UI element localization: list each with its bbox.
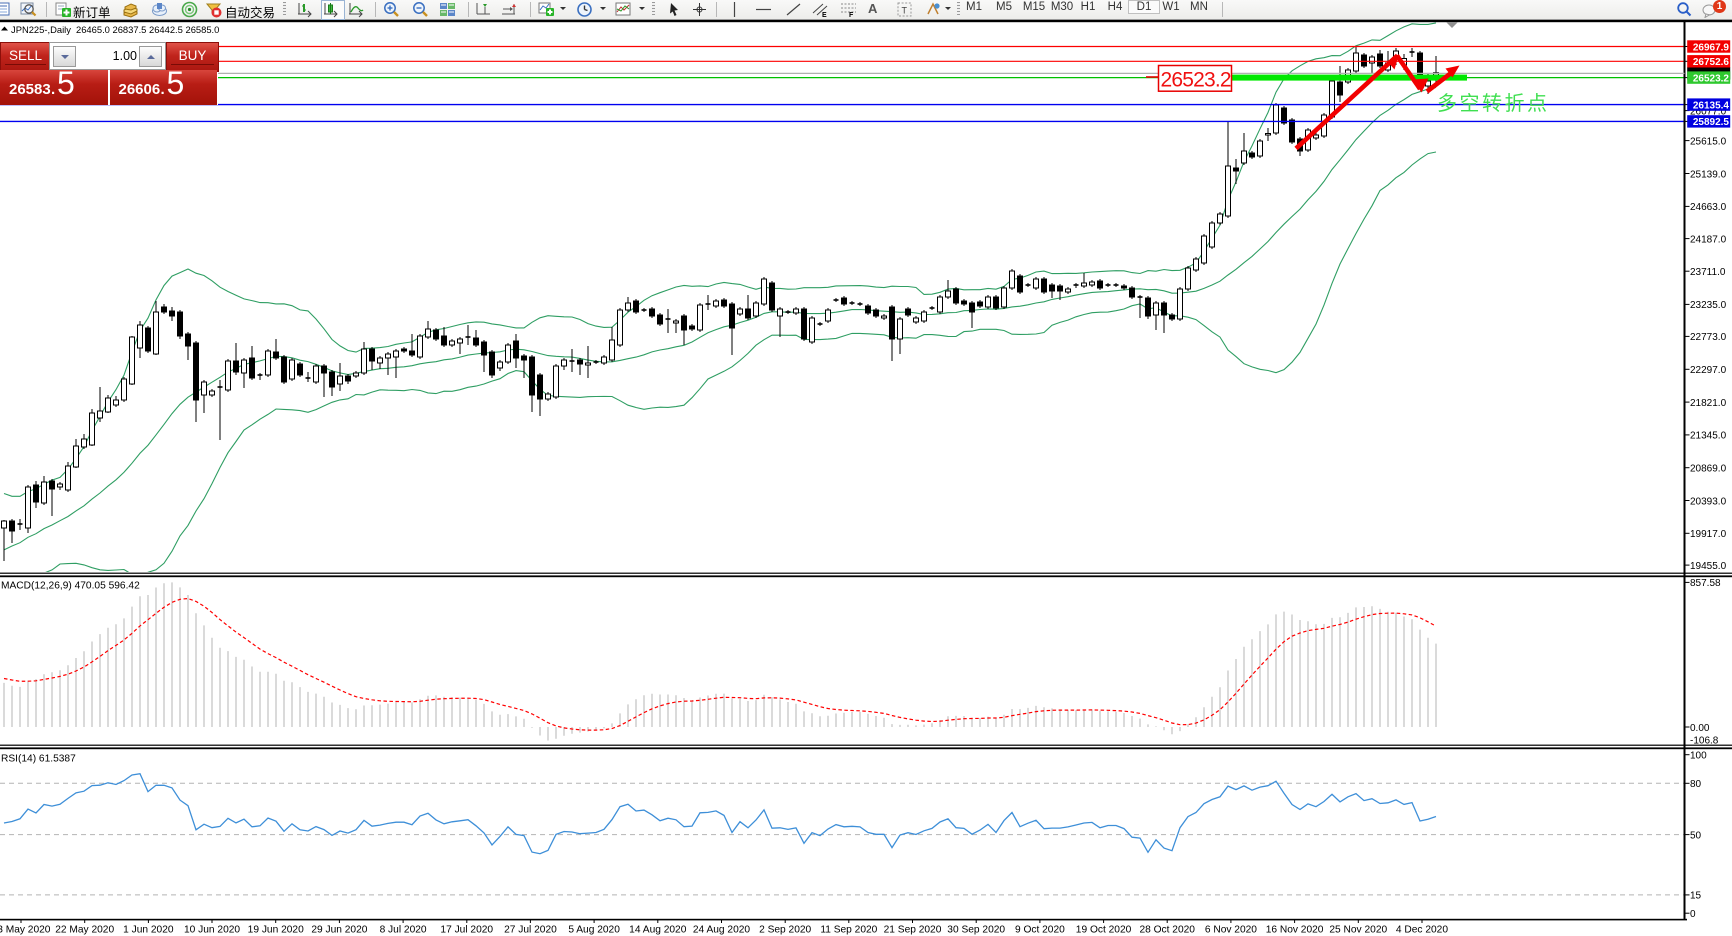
svg-text:26135.4: 26135.4 [1693,100,1730,111]
svg-text:16 Nov 2020: 16 Nov 2020 [1266,924,1324,935]
svg-text:多空转折点: 多空转折点 [1437,92,1550,115]
svg-text:25615.0: 25615.0 [1690,136,1727,147]
svg-text:25139.0: 25139.0 [1690,169,1727,180]
svg-text:26967.9: 26967.9 [1693,42,1730,53]
svg-text:-106.8: -106.8 [1690,735,1719,746]
svg-text:28 Oct 2020: 28 Oct 2020 [1139,924,1195,935]
svg-text:15: 15 [1690,891,1702,902]
svg-text:MACD(12,26,9) 470.05 596.42: MACD(12,26,9) 470.05 596.42 [1,581,140,592]
svg-text:25892.5: 25892.5 [1693,117,1730,128]
svg-text:19917.0: 19917.0 [1690,529,1727,540]
svg-text:22773.0: 22773.0 [1690,332,1727,343]
svg-text:857.58: 857.58 [1690,578,1721,589]
svg-text:14 Aug 2020: 14 Aug 2020 [629,924,687,935]
svg-text:19 Jun 2020: 19 Jun 2020 [248,924,304,935]
svg-text:30 Sep 2020: 30 Sep 2020 [947,924,1005,935]
svg-text:24187.0: 24187.0 [1690,234,1727,245]
svg-text:29 Jun 2020: 29 Jun 2020 [311,924,367,935]
svg-text:9 Oct 2020: 9 Oct 2020 [1015,924,1065,935]
svg-text:4 Dec 2020: 4 Dec 2020 [1396,924,1448,935]
svg-text:6 Nov 2020: 6 Nov 2020 [1205,924,1257,935]
svg-text:26523.2: 26523.2 [1161,68,1231,91]
svg-text:21345.0: 21345.0 [1690,431,1727,442]
svg-text:13 May 2020: 13 May 2020 [0,924,51,935]
svg-text:19455.0: 19455.0 [1690,561,1727,572]
svg-text:E: E [822,12,827,18]
svg-text:17 Jul 2020: 17 Jul 2020 [440,924,493,935]
svg-text:50: 50 [1690,830,1702,841]
svg-text:26523.2: 26523.2 [1693,73,1730,84]
svg-text:21 Sep 2020: 21 Sep 2020 [884,924,942,935]
svg-text:0: 0 [1690,909,1696,920]
svg-text:1 Jun 2020: 1 Jun 2020 [123,924,174,935]
svg-text:23711.0: 23711.0 [1690,267,1726,278]
svg-text:T: T [902,6,908,16]
svg-text:20393.0: 20393.0 [1690,496,1727,507]
svg-text:0.00: 0.00 [1690,723,1710,734]
svg-text:F: F [849,12,854,18]
svg-text:26077.0: 26077.0 [1690,106,1727,117]
svg-text:80: 80 [1690,779,1702,790]
svg-text:8 Jul 2020: 8 Jul 2020 [380,924,427,935]
svg-text:5 Aug 2020: 5 Aug 2020 [568,924,620,935]
svg-text:22 May 2020: 22 May 2020 [55,924,114,935]
svg-text:22297.0: 22297.0 [1690,365,1727,376]
svg-text:21821.0: 21821.0 [1690,398,1727,409]
svg-text:23235.0: 23235.0 [1690,300,1727,311]
svg-text:100: 100 [1690,751,1707,762]
svg-text:10 Jun 2020: 10 Jun 2020 [184,924,240,935]
svg-text:RSI(14) 61.5387: RSI(14) 61.5387 [1,754,76,765]
svg-text:25 Nov 2020: 25 Nov 2020 [1329,924,1387,935]
svg-text:11 Sep 2020: 11 Sep 2020 [820,924,877,935]
svg-text:27 Jul 2020: 27 Jul 2020 [504,924,557,935]
svg-text:24 Aug 2020: 24 Aug 2020 [693,924,751,935]
svg-text:20869.0: 20869.0 [1690,464,1727,475]
svg-text:26752.6: 26752.6 [1693,57,1730,68]
svg-text:24663.0: 24663.0 [1690,202,1727,213]
svg-text:JPN225-,Daily: JPN225-,Daily [11,24,71,35]
svg-text:26465.0 26837.5 26442.5 26585.: 26465.0 26837.5 26442.5 26585.0 [76,24,219,35]
svg-text:19 Oct 2020: 19 Oct 2020 [1076,924,1132,935]
svg-text:2 Sep 2020: 2 Sep 2020 [759,924,811,935]
